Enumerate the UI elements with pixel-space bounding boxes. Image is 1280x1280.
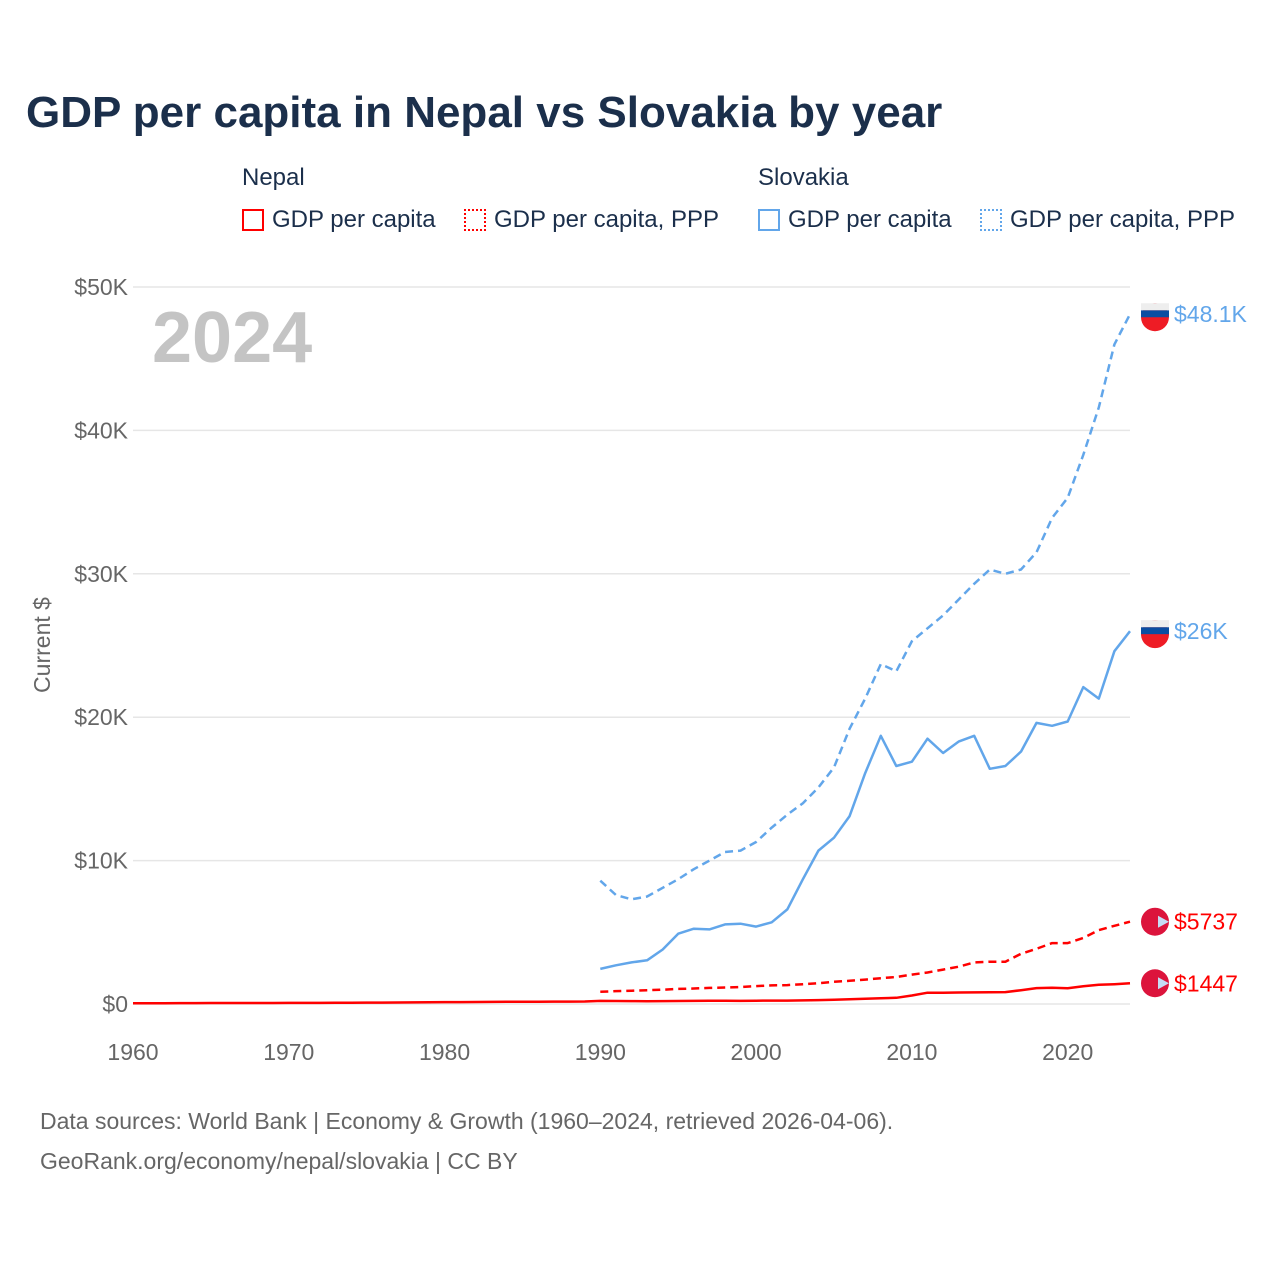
end-value-label: $1447: [1174, 970, 1238, 996]
y-tick-label: $20K: [74, 704, 128, 730]
x-tick-label: 1980: [419, 1039, 470, 1065]
slovakia-flag-icon: [1141, 620, 1169, 628]
y-axis-label: Current $: [29, 597, 55, 693]
nepal-flag-icon: [1141, 907, 1169, 936]
series-line: [600, 920, 1131, 994]
legend-group-slovakia: Slovakia: [758, 164, 849, 191]
legend-nepal-gdp[interactable]: GDP per capita: [242, 206, 436, 234]
x-tick-label: 2000: [731, 1039, 782, 1065]
legend-label: GDP per capita, PPP: [494, 206, 719, 233]
legend-label: GDP per capita: [788, 206, 952, 233]
legend-slovakia-gdp[interactable]: GDP per capita: [758, 206, 952, 234]
legend-label: GDP per capita, PPP: [1010, 206, 1235, 233]
legend-swatch: [464, 209, 486, 231]
x-tick-label: 2020: [1042, 1039, 1093, 1065]
y-tick-label: $40K: [74, 417, 128, 443]
series-line: [600, 630, 1131, 971]
legend-slovakia-ppp[interactable]: GDP per capita, PPP: [980, 206, 1235, 234]
footer-sources: Data sources: World Bank | Economy & Gro…: [40, 1108, 894, 1134]
nepal-flag-icon: [1141, 969, 1169, 998]
x-tick-label: 1990: [575, 1039, 626, 1065]
legend-swatch: [980, 209, 1002, 231]
legend-swatch: [242, 209, 264, 231]
end-value-label: $5737: [1174, 909, 1238, 935]
series-line: [599, 313, 1132, 901]
legend-label: GDP per capita: [272, 206, 436, 233]
y-tick-label: $10K: [74, 848, 128, 874]
end-value-label: $48.1K: [1174, 301, 1248, 327]
slovakia-flag-icon: [1141, 303, 1169, 311]
slovakia-flag-icon: [1141, 310, 1169, 318]
end-value-label: $26K: [1174, 618, 1228, 644]
y-tick-label: $0: [102, 991, 128, 1017]
x-tick-label: 1970: [263, 1039, 314, 1065]
legend-swatch: [758, 209, 780, 231]
x-tick-label: 1960: [107, 1039, 158, 1065]
slovakia-flag-icon: [1141, 627, 1169, 635]
y-tick-label: $50K: [74, 274, 128, 300]
legend-nepal-ppp[interactable]: GDP per capita, PPP: [464, 206, 719, 234]
series-line: [133, 982, 1131, 1005]
nepal-flag-icon: [1158, 915, 1169, 928]
nepal-flag-icon: [1158, 977, 1169, 990]
y-tick-label: $30K: [74, 561, 128, 587]
footer-link[interactable]: GeoRank.org/economy/nepal/slovakia | CC …: [40, 1148, 518, 1174]
legend-group-nepal: Nepal: [242, 164, 305, 191]
chart-title: GDP per capita in Nepal vs Slovakia by y…: [26, 88, 943, 137]
x-tick-label: 2010: [886, 1039, 937, 1065]
year-watermark: 2024: [152, 298, 312, 378]
